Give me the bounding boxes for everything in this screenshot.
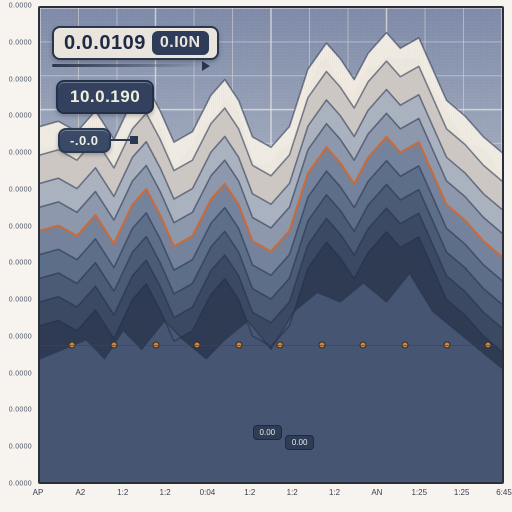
x-tick-label: 1:2 bbox=[160, 488, 171, 497]
y-tick-label: 0.0000 bbox=[9, 260, 32, 267]
chart-frame: 0.0000 0.0000 0.0000 0.0000 0.0000 0.0000 0.00… bbox=[0, 0, 512, 512]
y-tick-label: 0.0000 bbox=[9, 186, 32, 193]
x-axis-ticks: APA21:21:20:041:21:21:2AN1:251:256:45 bbox=[38, 488, 504, 508]
value-badge-primary[interactable]: 0.0.0109 0.I0N bbox=[52, 26, 219, 60]
value-badge-primary-chip: 0.I0N bbox=[152, 31, 209, 55]
y-tick-label: 0.0000 bbox=[9, 76, 32, 83]
y-tick-label: 0.0000 bbox=[9, 481, 32, 488]
value-badge-secondary[interactable]: 10.0.190 bbox=[56, 80, 154, 114]
y-tick-label: 0.0000 bbox=[9, 444, 32, 451]
y-tick-label: 0.0000 bbox=[9, 3, 32, 10]
value-badge-tertiary-text: -.0.0 bbox=[70, 133, 99, 148]
x-tick-label: 1:25 bbox=[411, 488, 427, 497]
y-tick-label: 0.0000 bbox=[9, 333, 32, 340]
inline-value-chip: 0.00 bbox=[285, 435, 315, 450]
y-tick-label: 0.0000 bbox=[9, 39, 32, 46]
x-tick-label: 0:04 bbox=[200, 488, 216, 497]
x-tick-label: A2 bbox=[75, 488, 85, 497]
y-tick-label: 0.0000 bbox=[9, 223, 32, 230]
baseline-guide bbox=[40, 345, 502, 346]
y-tick-label: 0.0000 bbox=[9, 370, 32, 377]
x-tick-label: AP bbox=[33, 488, 44, 497]
tertiary-connector bbox=[110, 139, 132, 141]
plot-area: 0.0.0109 0.I0N 10.0.190 -.0.0 0.000.00 bbox=[38, 6, 504, 484]
x-tick-label: 1:2 bbox=[117, 488, 128, 497]
x-tick-label: AN bbox=[371, 488, 382, 497]
value-badge-primary-text: 0.0.0109 bbox=[64, 32, 146, 55]
y-axis-ticks: 0.0000 0.0000 0.0000 0.0000 0.0000 0.0000 0.00… bbox=[0, 6, 36, 484]
value-badge-tertiary[interactable]: -.0.0 bbox=[58, 128, 111, 153]
inline-value-chip: 0.00 bbox=[253, 425, 283, 440]
x-tick-label: 6:45 bbox=[496, 488, 512, 497]
value-badge-secondary-text: 10.0.190 bbox=[70, 87, 140, 107]
x-tick-label: 1:2 bbox=[287, 488, 298, 497]
y-tick-label: 0.0000 bbox=[9, 297, 32, 304]
y-tick-label: 0.0000 bbox=[9, 113, 32, 120]
x-tick-label: 1:25 bbox=[454, 488, 470, 497]
x-tick-label: 1:2 bbox=[329, 488, 340, 497]
x-tick-label: 1:2 bbox=[244, 488, 255, 497]
primary-badge-underline bbox=[52, 64, 202, 67]
y-tick-label: 0.0000 bbox=[9, 407, 32, 414]
y-tick-label: 0.0000 bbox=[9, 150, 32, 157]
